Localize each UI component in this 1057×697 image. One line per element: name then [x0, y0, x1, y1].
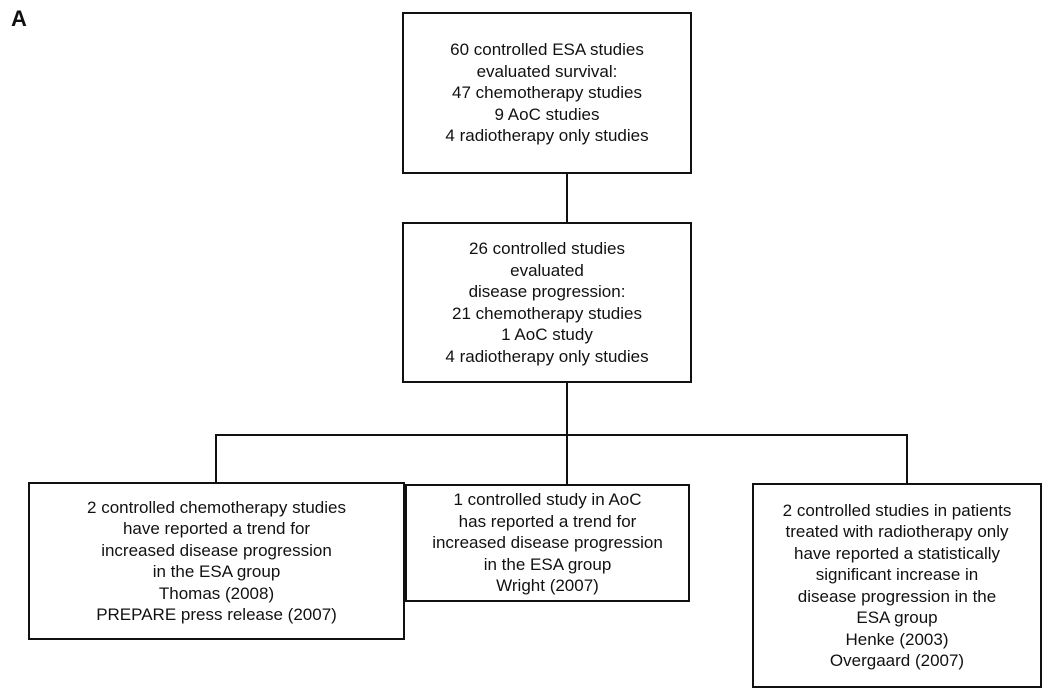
box-text-line: 4 radiotherapy only studies [445, 346, 649, 366]
box-text-line: in the ESA group [483, 554, 612, 574]
box-text-line: evaluated survival: [476, 61, 618, 81]
box-text-line: ESA group [856, 608, 938, 627]
box-text-line: 47 chemotherapy studies [452, 83, 642, 103]
box-text-line: 2 controlled studies in patients [782, 500, 1012, 520]
box-text-line: 21 chemotherapy studies [452, 303, 642, 323]
box-text-line: have reported a trend for [122, 519, 311, 538]
box-text-line: disease progression: [468, 282, 626, 301]
box-text-line: Wright (2007) [496, 576, 599, 596]
panel-label: A [11, 6, 27, 31]
box-text-line: 1 controlled study in AoC [453, 490, 642, 510]
connector-branch-to-center [566, 434, 568, 484]
box-text-line: evaluated [510, 260, 584, 280]
box-text-line: 60 controlled ESA studies [450, 40, 644, 60]
box-text-line: Thomas (2008) [158, 583, 275, 603]
box-text-line: 1 AoC study [501, 325, 593, 344]
box-text-line: 2 controlled chemotherapy studies [87, 497, 346, 517]
box-text-line: has reported a trend for [458, 511, 637, 531]
connector-branch-to-right [906, 434, 908, 483]
box-text-line: PREPARE press release (2007) [96, 605, 337, 624]
disease-progression-studies-box: 26 controlled studies evaluated disease … [402, 222, 692, 383]
connector-middle-to-branch [566, 383, 568, 435]
box-text-line: Overgaard (2007) [829, 651, 965, 670]
box-text-line: 9 AoC studies [494, 104, 600, 124]
chemotherapy-studies-box: 2 controlled chemotherapy studies have r… [28, 482, 405, 640]
box-text-line: have reported a statistically [794, 543, 1000, 563]
box-text-line: 4 radiotherapy only studies [445, 126, 649, 146]
survival-studies-box: 60 controlled ESA studies evaluated surv… [402, 12, 692, 174]
box-text-line: increased disease progression [432, 533, 663, 553]
connector-top-to-middle [566, 174, 568, 222]
aoc-study-box: 1 controlled study in AoC has reported a… [405, 484, 690, 602]
radiotherapy-studies-box: 2 controlled studies in patients treated… [752, 483, 1042, 688]
box-text-line: 26 controlled studies [469, 239, 625, 258]
box-text-line: significant increase in [815, 565, 979, 584]
box-text-line: increased disease progression [101, 540, 332, 560]
branch-horizontal-line [215, 434, 908, 436]
box-text-line: in the ESA group [152, 562, 281, 581]
box-text-line: disease progression in the [797, 586, 997, 606]
connector-branch-to-left [215, 434, 217, 482]
box-text-line: Henke (2003) [845, 629, 949, 649]
box-text-line: treated with radiotherapy only [785, 522, 1009, 541]
